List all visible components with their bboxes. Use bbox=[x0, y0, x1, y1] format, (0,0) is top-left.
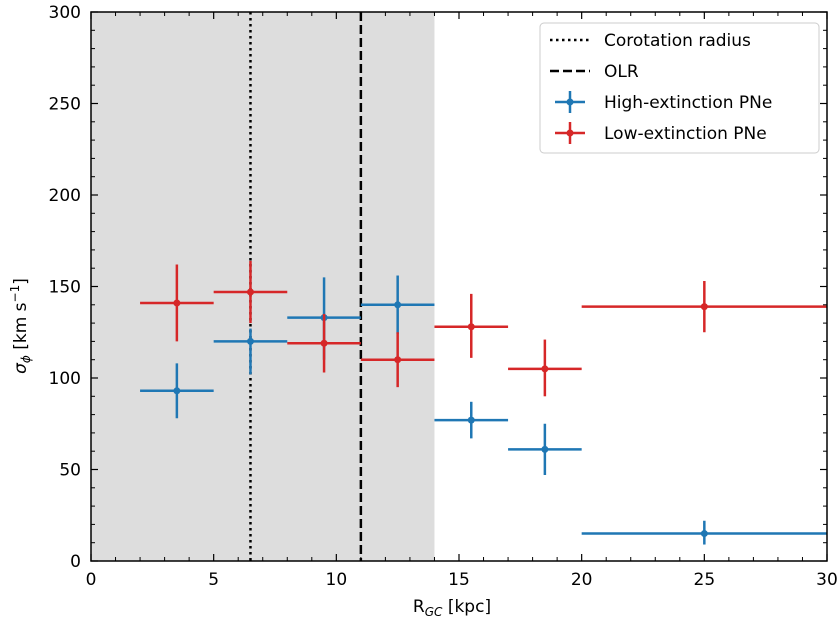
data-point bbox=[467, 416, 475, 424]
data-point bbox=[173, 299, 181, 307]
legend-item-corotation: Corotation radius bbox=[550, 31, 751, 51]
data-point bbox=[700, 530, 708, 538]
x-axis-label: RGC [kpc] bbox=[413, 597, 491, 619]
y-tick-label: 50 bbox=[59, 461, 81, 481]
data-point bbox=[394, 356, 402, 364]
shaded-region bbox=[91, 12, 435, 561]
legend: Corotation radius OLR High-extinction PN… bbox=[539, 22, 820, 154]
y-tick-label: 300 bbox=[49, 3, 81, 23]
legend-swatch-high-marker bbox=[566, 98, 574, 106]
legend-item-olr: OLR bbox=[550, 62, 639, 82]
legend-swatch-low-marker bbox=[566, 129, 574, 137]
x-tick-label: 30 bbox=[816, 570, 838, 590]
legend-item-low-extinction: Low-extinction PNe bbox=[555, 122, 767, 144]
data-point bbox=[394, 301, 402, 309]
legend-label-corotation: Corotation radius bbox=[604, 31, 751, 51]
legend-item-high-extinction: High-extinction PNe bbox=[555, 91, 772, 113]
x-tick-label: 15 bbox=[448, 570, 470, 590]
x-tick-label: 5 bbox=[208, 570, 219, 590]
legend-label-high-extinction: High-extinction PNe bbox=[604, 93, 772, 113]
data-point bbox=[541, 365, 549, 373]
x-tick-label: 0 bbox=[86, 570, 97, 590]
data-point bbox=[246, 288, 254, 296]
plot-area bbox=[91, 12, 827, 561]
y-tick-label: 150 bbox=[49, 278, 81, 298]
legend-label-low-extinction: Low-extinction PNe bbox=[604, 124, 767, 144]
y-tick-label: 200 bbox=[49, 186, 81, 206]
x-tick-label: 10 bbox=[326, 570, 348, 590]
legend-label-olr: OLR bbox=[604, 62, 639, 82]
y-tick-label: 100 bbox=[49, 369, 81, 389]
y-tick-label: 250 bbox=[49, 95, 81, 115]
y-tick-label: 0 bbox=[70, 552, 81, 572]
y-axis-label: σϕ [km s−1] bbox=[8, 278, 33, 374]
x-tick-label: 25 bbox=[694, 570, 716, 590]
data-point bbox=[700, 303, 708, 311]
data-point bbox=[320, 339, 328, 347]
series-low-extinction bbox=[140, 260, 827, 397]
x-tick-label: 20 bbox=[571, 570, 593, 590]
data-point bbox=[173, 387, 181, 395]
legend-box bbox=[539, 22, 820, 154]
data-point bbox=[467, 323, 475, 331]
data-point bbox=[246, 337, 254, 345]
data-point bbox=[541, 445, 549, 453]
